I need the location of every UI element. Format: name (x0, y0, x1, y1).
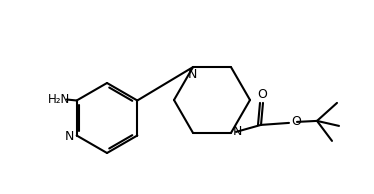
Text: N: N (232, 125, 242, 138)
Text: O: O (257, 88, 267, 101)
Text: H₂N: H₂N (47, 93, 70, 106)
Text: N: N (187, 68, 197, 81)
Text: N: N (65, 130, 74, 143)
Text: O: O (291, 115, 301, 128)
